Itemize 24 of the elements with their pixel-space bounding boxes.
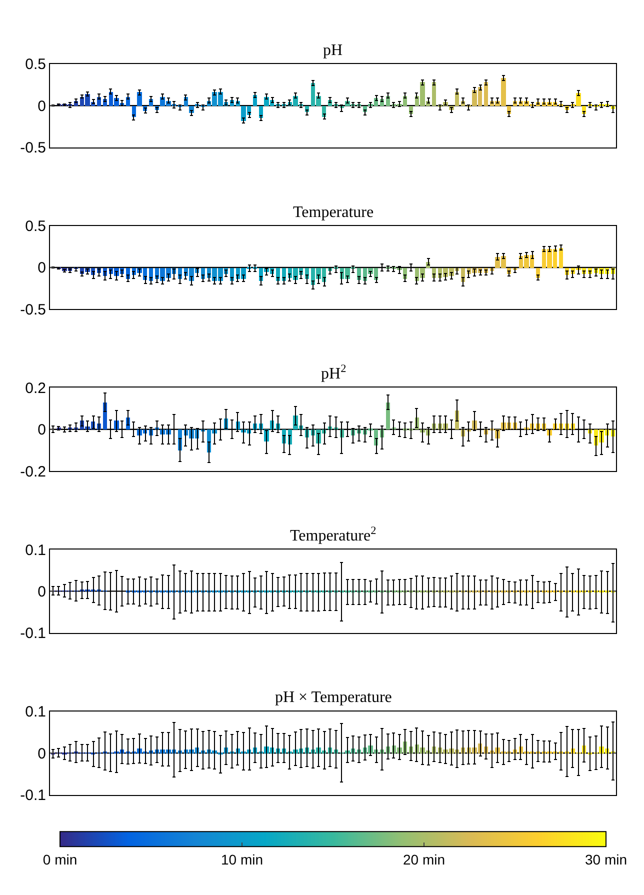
chart-title: pH [323, 42, 343, 59]
color-bar-label: 30 min [584, 851, 628, 868]
y-tick-label: 0 [38, 422, 46, 439]
chart-title: Temperature$^{2}$ [290, 525, 376, 545]
y-tick-label: -0.5 [20, 140, 46, 157]
y-tick-label: 0.1 [25, 704, 46, 721]
y-tick-label: 0 [38, 583, 46, 600]
y-tick-label: 0 [38, 260, 46, 277]
y-tick-label: 0 [38, 745, 46, 762]
y-tick-label: 0 [38, 98, 46, 115]
chart-title: pH × Temperature [275, 689, 392, 706]
color-bar-label: 0 min [42, 851, 78, 868]
y-tick-label: -0.5 [20, 301, 46, 318]
y-tick-label: -0.1 [20, 787, 46, 804]
chart-title: Temperature [293, 204, 374, 221]
y-tick-label: 0.5 [25, 218, 46, 236]
y-tick-label: 0.2 [25, 380, 46, 397]
y-tick-label: -0.1 [20, 625, 46, 642]
color-bar-label: 10 min [220, 851, 264, 868]
y-tick-label: 0.5 [25, 56, 46, 74]
chart-title: pH$^{2}$ [321, 363, 346, 383]
color-bar-label: 20 min [402, 851, 446, 868]
y-tick-label: 0.1 [25, 542, 46, 559]
y-tick-label: -0.2 [20, 463, 46, 480]
